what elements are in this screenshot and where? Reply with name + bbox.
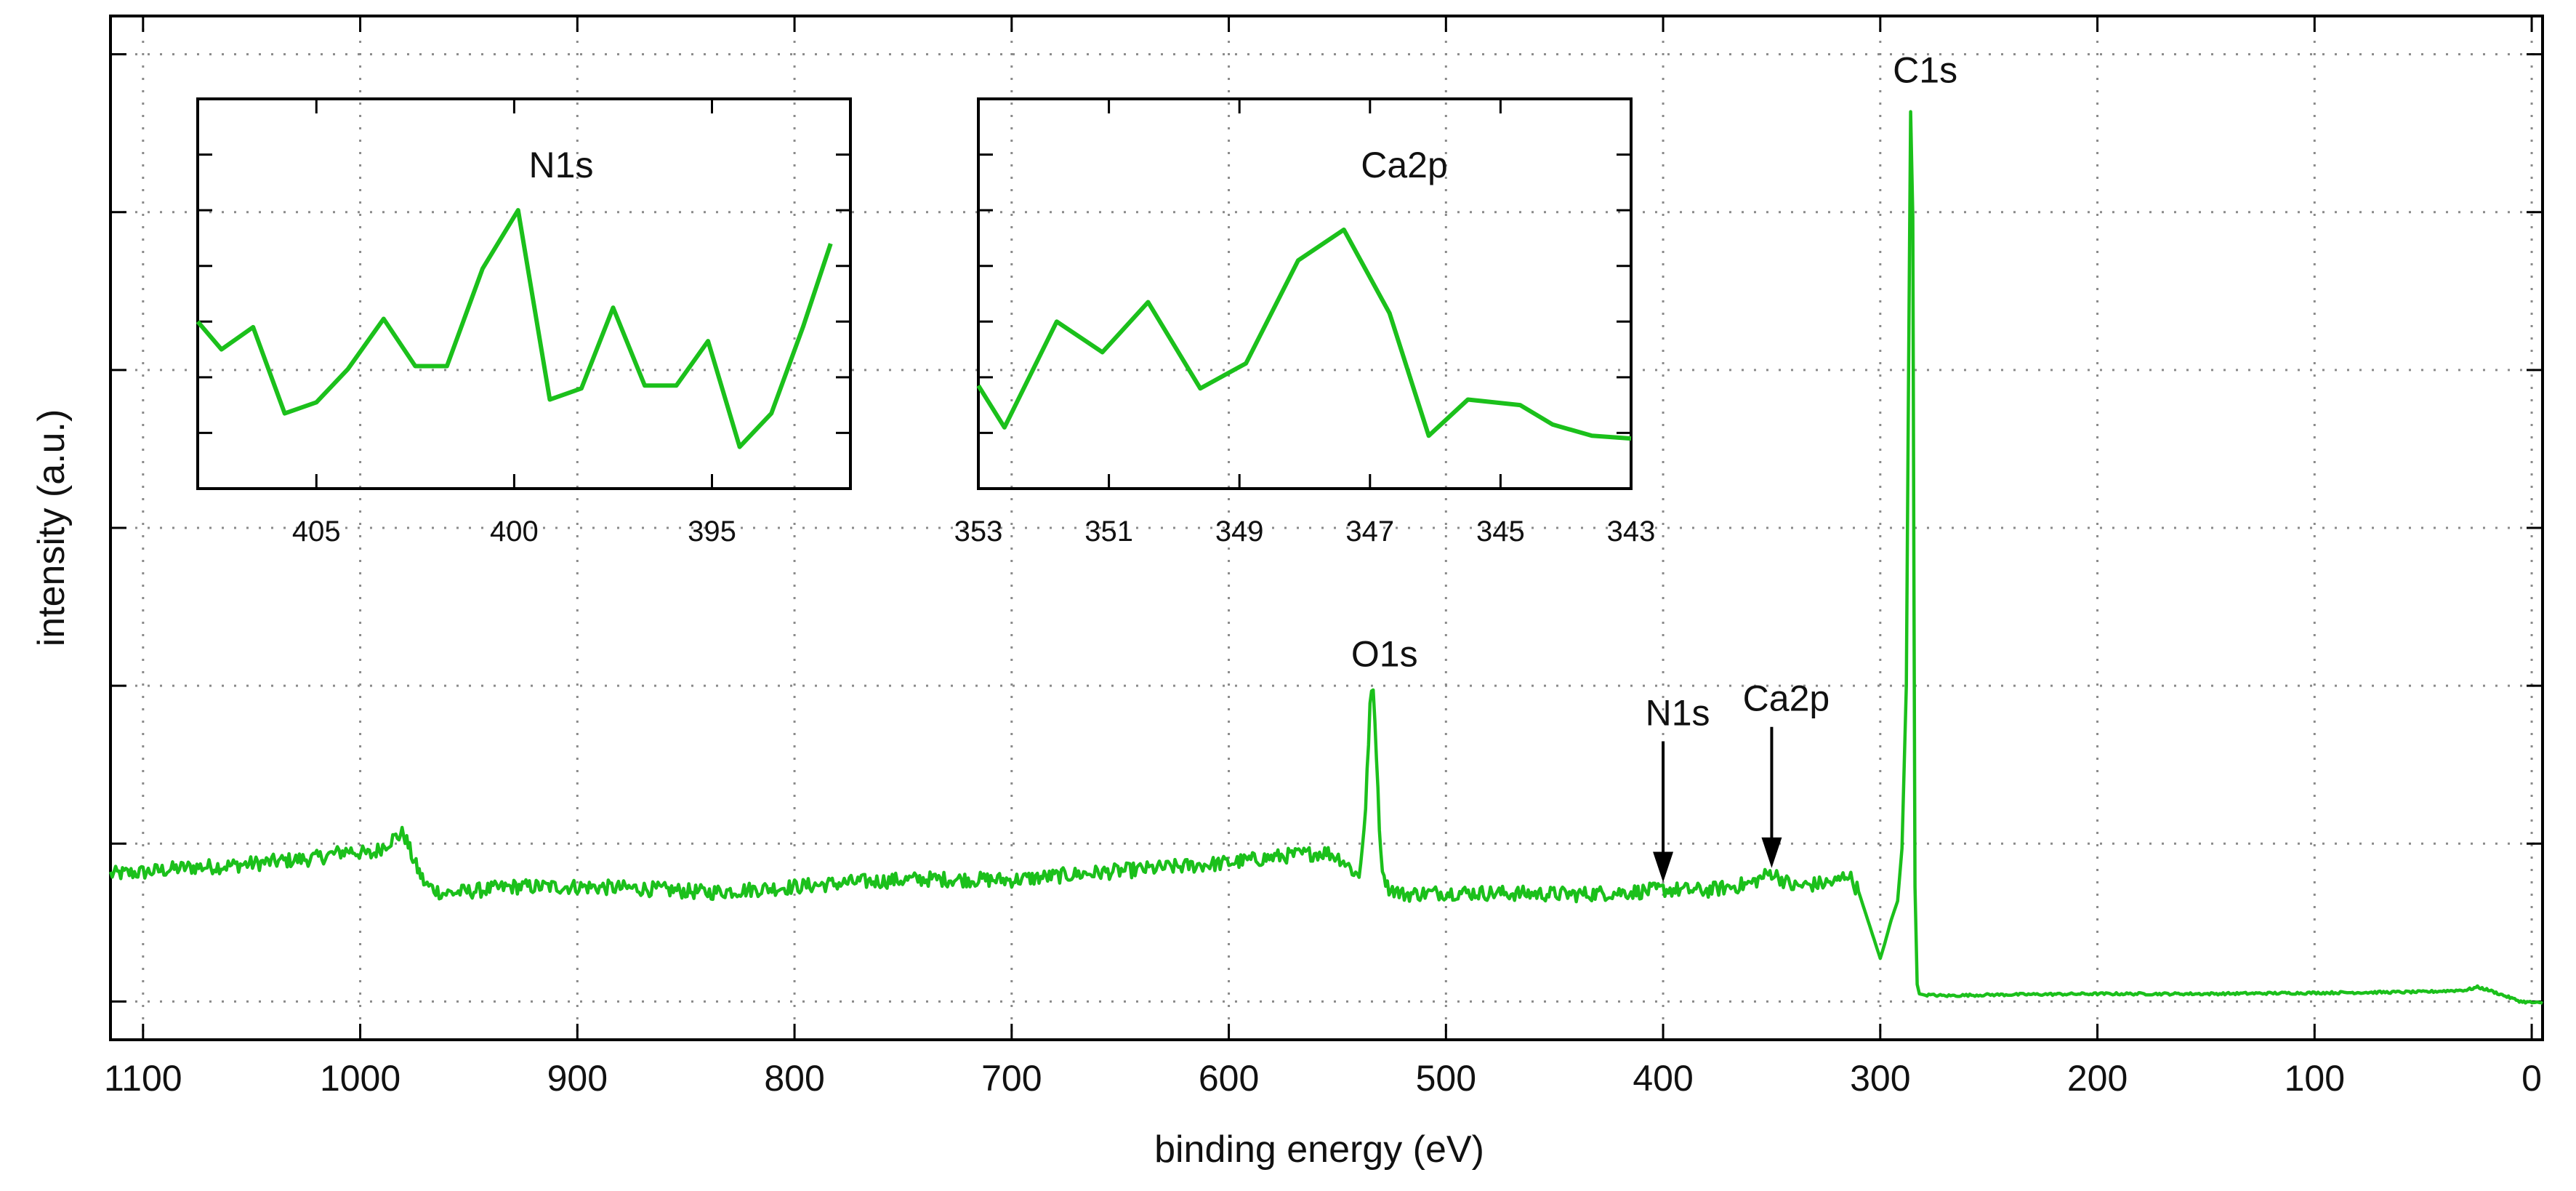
inset-x-tick-label: 347 bbox=[1345, 516, 1394, 548]
main-grid bbox=[110, 16, 2543, 1040]
x-tick-label: 400 bbox=[1633, 1058, 1693, 1099]
inset-series-ca2p bbox=[976, 227, 1632, 441]
inset-x-tick-label: 345 bbox=[1476, 516, 1525, 548]
inset-x-tick-label: 343 bbox=[1607, 516, 1656, 548]
x-tick-label: 0 bbox=[2521, 1058, 2542, 1099]
x-tick-label: 600 bbox=[1199, 1058, 1259, 1099]
inset-series-n1s bbox=[196, 208, 833, 449]
main-x-ticks: 1100 1000 900 800 700 600 500 400 300 200 100 0 bbox=[104, 16, 2542, 1099]
annotation-label-o1s: O1s bbox=[1351, 633, 1418, 674]
inset-n1s: 405 400 395 N1s bbox=[196, 97, 852, 548]
x-tick-label: 300 bbox=[1850, 1058, 1910, 1099]
inset-x-tick-label: 353 bbox=[954, 516, 1003, 548]
inset-x-tick-label: 400 bbox=[490, 516, 539, 548]
inset-x-tick-label: 351 bbox=[1084, 516, 1133, 548]
inset-frame-n1s bbox=[196, 97, 852, 490]
annotation-label-ca2p: Ca2p bbox=[1743, 678, 1830, 719]
inset-x-tick-label: 405 bbox=[292, 516, 341, 548]
peak-annotations: O1s N1s Ca2p C1s bbox=[1351, 50, 1957, 883]
annotation-arrowhead-n1s bbox=[1653, 851, 1674, 883]
inset-title-ca2p: Ca2p bbox=[1361, 145, 1448, 185]
y-axis-label: intensity (a.u.) bbox=[31, 409, 73, 647]
x-tick-label: 200 bbox=[2067, 1058, 2128, 1099]
inset-x-tick-label: 349 bbox=[1215, 516, 1264, 548]
main-y-ticks bbox=[110, 53, 2543, 1003]
annotation-label-c1s: C1s bbox=[1893, 50, 1957, 91]
x-tick-label: 700 bbox=[981, 1058, 1042, 1099]
x-tick-label: 800 bbox=[764, 1058, 824, 1099]
annotation-label-n1s: N1s bbox=[1646, 692, 1710, 733]
annotation-arrowhead-ca2p bbox=[1761, 837, 1782, 868]
x-tick-label: 1100 bbox=[104, 1058, 182, 1099]
inset-ca2p: 353 351 349 347 345 343 Ca2p bbox=[954, 97, 1656, 548]
main-series bbox=[108, 110, 2543, 1006]
x-axis-label: binding energy (eV) bbox=[1154, 1128, 1484, 1171]
series-xps-survey bbox=[108, 110, 2543, 1006]
inset-x-tick-label: 395 bbox=[688, 516, 736, 548]
inset-frame-ca2p bbox=[977, 97, 1633, 490]
x-tick-label: 500 bbox=[1416, 1058, 1476, 1099]
main-plot-frame bbox=[109, 15, 2544, 1041]
x-tick-label: 1000 bbox=[320, 1058, 401, 1099]
x-tick-label: 100 bbox=[2285, 1058, 2345, 1099]
inset-title-n1s: N1s bbox=[529, 145, 594, 185]
x-tick-label: 900 bbox=[547, 1058, 608, 1099]
